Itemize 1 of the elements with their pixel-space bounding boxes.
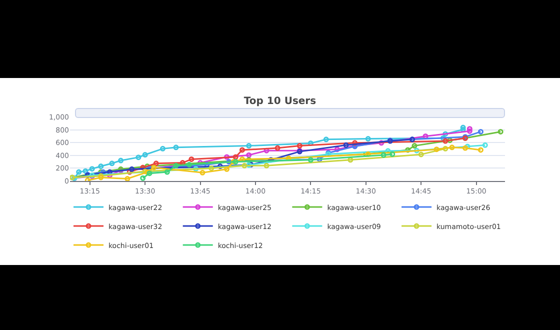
chart-title: Top 10 Users xyxy=(244,96,316,107)
